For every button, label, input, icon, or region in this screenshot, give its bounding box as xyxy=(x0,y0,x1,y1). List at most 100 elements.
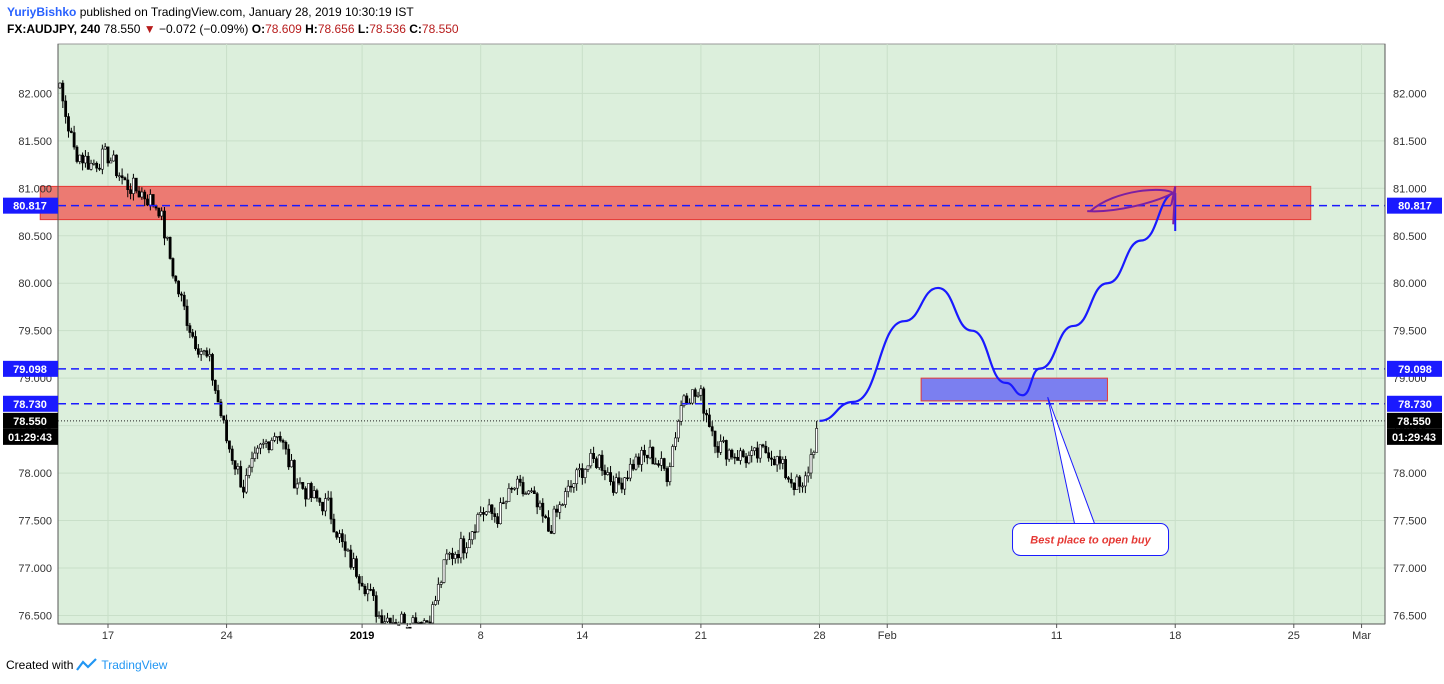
candle-body xyxy=(530,490,533,493)
tradingview-logo-icon xyxy=(76,658,98,671)
candle-body xyxy=(140,191,144,198)
change-down-icon: ▼ xyxy=(143,22,156,36)
candle-body xyxy=(273,436,276,441)
low-label: L: xyxy=(357,22,370,36)
candle-body xyxy=(106,146,110,164)
open-value: 78.609 xyxy=(265,22,302,36)
candle-body xyxy=(112,154,116,162)
candle-body xyxy=(620,482,624,490)
candle-body xyxy=(772,459,776,466)
price-tags: 80.817 80.817 79.098 79.098 78.730 78.730 78.5… xyxy=(3,197,1442,445)
candle-body xyxy=(603,470,607,475)
candle-body xyxy=(544,515,548,518)
level-tag-right xyxy=(1387,360,1442,377)
candle-body xyxy=(388,617,392,624)
candle-body xyxy=(470,531,474,541)
candle-body xyxy=(436,584,440,601)
callout-box xyxy=(1012,523,1170,557)
y-tick-label-right: 80.000 xyxy=(1393,278,1427,290)
candle-body xyxy=(727,449,731,460)
candle-body xyxy=(180,293,183,296)
candle-body xyxy=(524,493,528,495)
candle-body xyxy=(724,440,728,460)
candle-body xyxy=(792,482,796,490)
x-tick-label: 8 xyxy=(478,630,484,642)
candle-body xyxy=(318,497,322,503)
candle-body xyxy=(634,456,638,470)
candle-body xyxy=(188,325,192,333)
candle-body xyxy=(64,100,68,117)
open-label: O: xyxy=(251,22,266,36)
plot-area[interactable] xyxy=(57,43,1386,625)
candle-body xyxy=(640,450,644,465)
level-tag-right-text: 80.817 xyxy=(1398,201,1432,213)
candle-body xyxy=(465,547,468,554)
last-price-tag-right xyxy=(1387,412,1442,429)
candle-body xyxy=(403,613,406,624)
candle-body xyxy=(58,82,62,89)
resistance-zone xyxy=(39,185,1312,221)
candle-body xyxy=(473,531,477,534)
candle-body xyxy=(132,177,135,194)
countdown-tag-right xyxy=(1387,428,1442,445)
y-tick-label-left: 80.500 xyxy=(18,231,52,243)
candle-body xyxy=(78,154,82,162)
candle-body xyxy=(699,388,703,396)
y-tick-label-right: 81.000 xyxy=(1393,183,1427,195)
annotation: Best place to open buy xyxy=(1012,396,1170,557)
candle-body xyxy=(343,541,347,551)
candle-body xyxy=(123,177,127,181)
candle-body xyxy=(202,350,206,352)
candle-body xyxy=(366,589,370,595)
candle-body xyxy=(425,620,429,623)
candle-body xyxy=(371,589,375,596)
candle-body xyxy=(275,435,279,438)
y-tick-label-left: 80.000 xyxy=(18,278,52,290)
candle-body xyxy=(696,394,700,397)
candle-body xyxy=(250,458,254,468)
candle-body xyxy=(244,475,248,493)
candle-body xyxy=(253,452,257,459)
close-value: 78.550 xyxy=(421,22,459,36)
high-value: 78.656 xyxy=(317,22,355,36)
created-with-text: Created with xyxy=(6,658,74,672)
candle-body xyxy=(278,435,282,441)
candle-body xyxy=(386,617,389,622)
candle-body xyxy=(569,485,573,488)
candle-body xyxy=(747,455,751,464)
candle-body xyxy=(264,441,268,444)
candle-body xyxy=(400,613,404,624)
candle-body xyxy=(648,446,652,459)
last-price-tag-left xyxy=(3,412,58,429)
author-link[interactable]: YuriyBishko xyxy=(7,5,77,19)
candle-body xyxy=(617,477,621,484)
candle-body xyxy=(515,478,519,489)
candle-body xyxy=(518,478,522,483)
candle-body xyxy=(496,516,500,525)
candle-body xyxy=(329,497,333,520)
candle-body xyxy=(532,490,536,494)
published-text: published on TradingView.com, January 28… xyxy=(79,5,414,19)
candle-body xyxy=(134,177,138,192)
x-tick-label: 24 xyxy=(220,630,232,642)
candle-body xyxy=(377,615,381,617)
footer: Created with TradingView xyxy=(6,658,167,672)
candle-body xyxy=(236,466,240,470)
candle-body xyxy=(490,504,494,514)
candle-body xyxy=(340,533,344,543)
tradingview-brand[interactable]: TradingView xyxy=(101,658,168,672)
candle-body xyxy=(659,458,663,466)
candle-body xyxy=(383,621,387,624)
candle-body xyxy=(394,622,398,624)
candle-body xyxy=(338,533,341,538)
candle-body xyxy=(309,483,313,499)
candle-body xyxy=(374,595,378,617)
candle-body xyxy=(467,539,471,549)
candle-body xyxy=(809,454,813,474)
y-tick-label-left: 81.500 xyxy=(18,136,52,148)
countdown-tag-left xyxy=(3,428,58,445)
level-tag-left xyxy=(3,360,58,377)
candle-body xyxy=(716,446,720,453)
candle-body xyxy=(451,552,454,559)
